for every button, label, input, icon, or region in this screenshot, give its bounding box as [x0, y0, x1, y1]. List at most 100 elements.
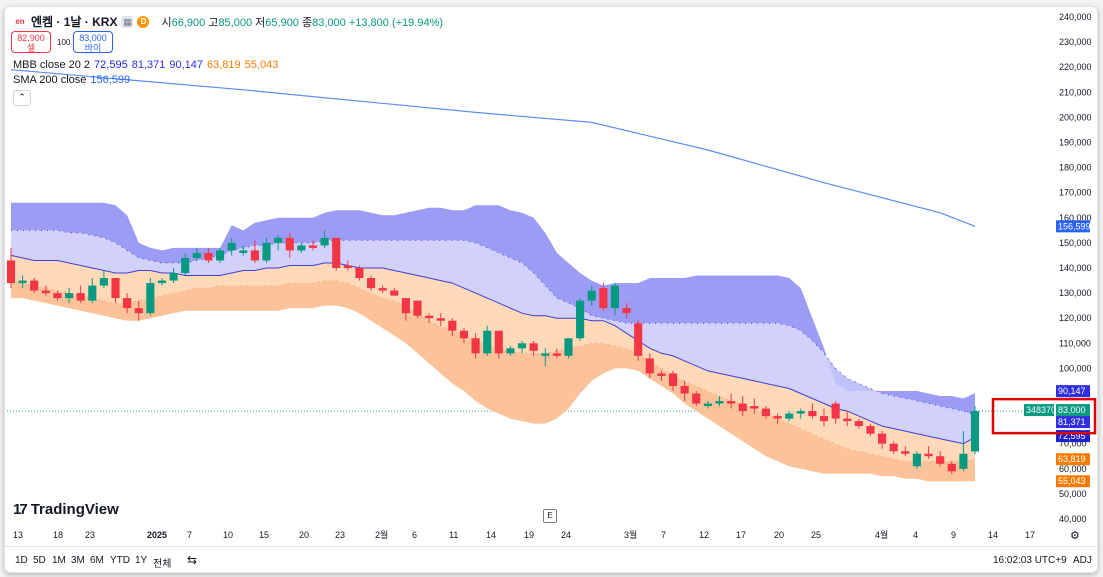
range-6m[interactable]: 6M: [90, 555, 104, 566]
candle-body: [250, 250, 259, 261]
candle: [750, 398, 759, 414]
tradingview-mark-icon: 17: [13, 501, 28, 518]
candle-body: [506, 348, 515, 354]
range-1d[interactable]: 1D: [15, 555, 28, 566]
candle: [157, 278, 167, 286]
y-tick-label: 170,000: [1059, 188, 1092, 198]
gear-icon[interactable]: ⚙: [1070, 530, 1080, 542]
candle: [471, 333, 480, 359]
candle-body: [831, 403, 840, 419]
candle: [761, 406, 771, 419]
y-tick-label: 210,000: [1059, 87, 1092, 97]
symbol-name[interactable]: 엔켐 · 1날 · KRX: [31, 15, 118, 29]
candle-body: [285, 237, 294, 251]
candle: [448, 318, 457, 336]
x-tick-label: 11: [449, 530, 458, 540]
y-tick-label: 200,000: [1059, 112, 1092, 122]
candle: [6, 247, 16, 289]
candle-body: [692, 393, 701, 404]
sma-value: 156,599: [90, 74, 131, 86]
candle: [854, 418, 863, 429]
candle: [970, 406, 980, 454]
candle-body: [936, 456, 945, 464]
candle-body: [587, 290, 596, 301]
calendar-icon[interactable]: ▦: [121, 15, 134, 28]
price-label-text: 156,599: [1058, 221, 1091, 231]
x-tick-label: 23: [85, 530, 95, 540]
candle-body: [576, 300, 585, 339]
candle-body: [645, 358, 654, 374]
candle-body: [785, 413, 794, 419]
range-1m[interactable]: 1M: [52, 555, 66, 566]
price-chart[interactable]: 40,00050,00060,00070,00080,00090,000100,…: [5, 7, 1097, 547]
close-label: 종: [302, 16, 313, 29]
price-label: 63,819: [1056, 453, 1090, 466]
candle: [332, 237, 341, 271]
candle: [785, 411, 794, 422]
earnings-marker[interactable]: E: [543, 509, 557, 523]
range-1y[interactable]: 1Y: [135, 555, 148, 566]
mbb-value-3: 90,147: [169, 59, 204, 71]
candle-body: [610, 285, 620, 309]
y-tick-label: 150,000: [1059, 238, 1092, 248]
open-label: 시: [161, 16, 172, 29]
candle-body: [227, 242, 236, 251]
candle: [18, 275, 27, 289]
price-label-text: 55,043: [1058, 476, 1086, 486]
chevron-up-icon[interactable]: ⌃: [13, 90, 31, 106]
compare-icon[interactable]: ⇆: [187, 553, 198, 567]
symbol-logo[interactable]: en: [13, 14, 27, 29]
y-tick-label: 70,000: [1059, 439, 1087, 449]
basis-line: [10, 254, 976, 445]
order-quantity[interactable]: 100: [57, 38, 71, 47]
sma-legend[interactable]: SMA 200 close 156,599: [13, 74, 130, 86]
candle: [796, 408, 805, 419]
high-value: 85,000: [218, 16, 253, 29]
candle-body: [727, 401, 736, 404]
candle-body: [65, 293, 74, 299]
adj-toggle[interactable]: ADJ: [1073, 555, 1092, 566]
candle-body: [564, 338, 573, 356]
clock[interactable]: 16:02:03 UTC+9: [993, 555, 1067, 566]
range-all[interactable]: 전체: [153, 559, 172, 570]
candle: [715, 396, 724, 407]
mbb-legend[interactable]: MBB close 20 2 72,595 81,371 90,147 63,8…: [13, 59, 278, 71]
candle: [703, 401, 712, 409]
candle: [169, 268, 178, 284]
y-tick-label: 60,000: [1059, 464, 1087, 474]
candle: [285, 232, 294, 258]
candle-body: [332, 237, 341, 268]
mbb-name: MBB close 20 2: [13, 59, 91, 71]
y-tick-label: 140,000: [1059, 263, 1092, 273]
price-label-bg: [1056, 453, 1090, 466]
candle: [866, 423, 875, 437]
buy-button[interactable]: 83,000 바이: [73, 31, 113, 53]
price-label-bg: [1056, 220, 1090, 233]
candle: [123, 293, 132, 314]
candle-body: [459, 330, 469, 339]
candle: [599, 283, 608, 311]
candle: [262, 237, 271, 263]
range-5d[interactable]: 5D: [33, 555, 46, 566]
candle-body: [494, 330, 503, 354]
candle: [912, 451, 921, 469]
mbb-value-4: 63,819: [207, 59, 241, 71]
x-tick-label: 12: [699, 530, 709, 540]
candle: [622, 303, 631, 319]
range-ytd[interactable]: YTD: [110, 555, 130, 566]
candle: [88, 278, 97, 304]
y-tick-label: 100,000: [1059, 363, 1092, 373]
candle-body: [320, 237, 329, 246]
range-3m[interactable]: 3M: [71, 555, 85, 566]
sell-price: 82,900: [17, 33, 45, 43]
candle: [308, 240, 318, 251]
sell-button[interactable]: 82,900 셀: [11, 31, 51, 53]
candle: [378, 285, 387, 294]
tradingview-logo[interactable]: 17 TradingView: [13, 501, 119, 518]
candle: [320, 230, 329, 248]
price-label: 55,043: [1056, 475, 1090, 488]
candle-body: [76, 293, 85, 301]
ticker-code-text: 348370: [1026, 405, 1056, 415]
interval-badge: D: [137, 15, 150, 28]
candle-body: [18, 280, 27, 284]
